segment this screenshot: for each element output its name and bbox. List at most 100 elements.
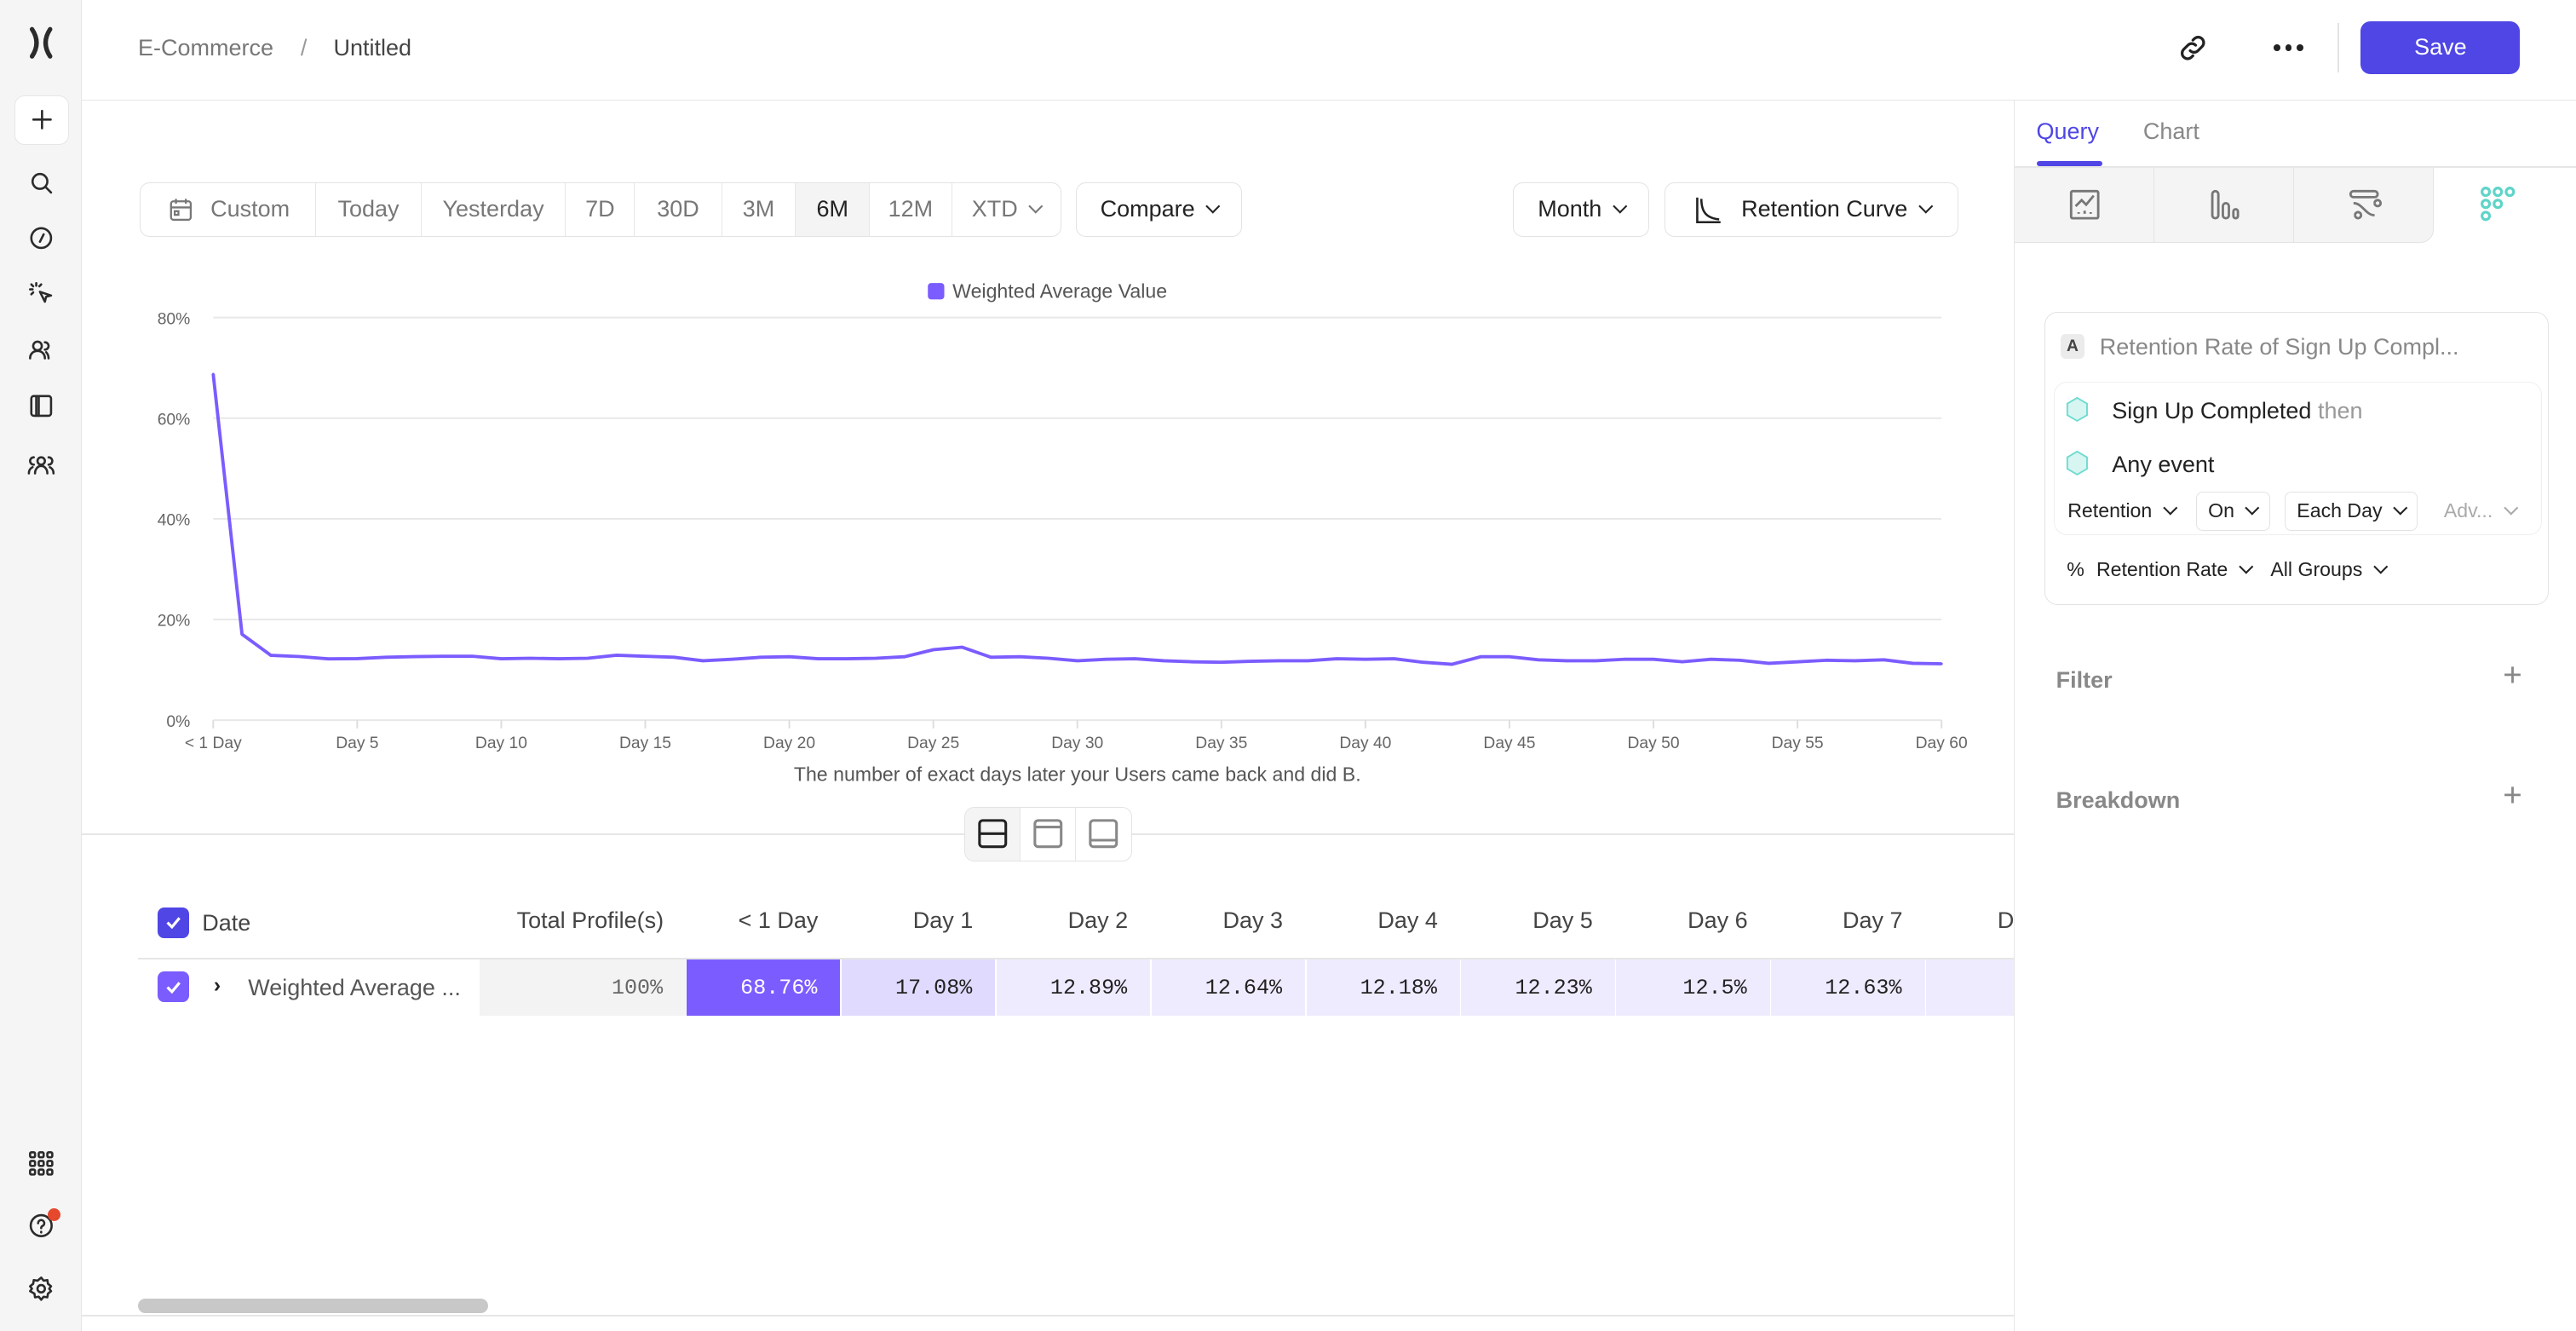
retention-cell: 68.76% xyxy=(687,959,842,1016)
chart-type-dropdown[interactable]: Retention Curve xyxy=(1664,182,1958,237)
range-xtd[interactable]: XTD xyxy=(952,183,1061,236)
plus-icon[interactable] xyxy=(14,95,69,145)
breadcrumb-project[interactable]: E-Commerce xyxy=(137,34,274,60)
layout-chart-icon[interactable] xyxy=(1021,807,1076,861)
users-icon[interactable] xyxy=(21,331,60,370)
range-6m[interactable]: 6M xyxy=(796,183,871,236)
insights-report-icon[interactable] xyxy=(2015,167,2155,244)
event-second[interactable]: Any event xyxy=(2112,452,2215,478)
groups-dropdown[interactable]: All Groups xyxy=(2259,550,2397,589)
metric-title[interactable]: Retention Rate of Sign Up Compl... xyxy=(2099,334,2459,360)
chevron-down-icon xyxy=(1918,199,1933,214)
event-first[interactable]: Sign Up Completed then xyxy=(2112,398,2362,424)
data-point xyxy=(932,648,935,651)
select-all-checkbox[interactable] xyxy=(158,907,189,939)
layout-table-icon[interactable] xyxy=(1076,808,1131,861)
on-dropdown[interactable]: On xyxy=(2195,491,2270,531)
logo[interactable] xyxy=(21,23,60,62)
data-point xyxy=(1912,661,1915,665)
settings-icon[interactable] xyxy=(21,1269,60,1308)
data-point xyxy=(1422,660,1425,664)
range-7d[interactable]: 7D xyxy=(566,183,635,236)
horizontal-scrollbar[interactable] xyxy=(138,1298,488,1313)
range-3m[interactable]: 3M xyxy=(722,183,796,236)
header-day-4[interactable]: Day 4 xyxy=(1377,907,1438,933)
data-point xyxy=(730,657,733,660)
data-point xyxy=(615,653,618,657)
header-day-1[interactable]: Day 1 xyxy=(912,907,974,933)
data-point xyxy=(1191,660,1194,663)
data-point xyxy=(1364,657,1367,660)
table-row: › Weighted Average ... 100% 68.76% 17.08%… xyxy=(138,959,2015,1016)
divider xyxy=(2337,23,2340,72)
compare-dropdown[interactable]: Compare xyxy=(1076,182,1242,237)
data-point xyxy=(586,656,589,660)
right-panel: Query Chart A Retention Rate of Sign Up … xyxy=(2014,100,2576,1331)
event-hexagon-icon xyxy=(2067,396,2089,422)
more-icon[interactable] xyxy=(2274,44,2303,55)
cursor-click-icon[interactable] xyxy=(21,274,60,314)
flows-report-icon[interactable] xyxy=(2294,167,2435,244)
retention-dropdown[interactable]: Retention xyxy=(2056,492,2187,531)
data-point xyxy=(1681,660,1684,663)
retention-cell: 12.23% xyxy=(1461,959,1616,1016)
header-total[interactable]: Total Profile(s) xyxy=(516,907,664,933)
y-tick-label: 60% xyxy=(158,411,191,429)
x-tick-label: Day 20 xyxy=(763,734,815,752)
header-day-0[interactable]: < 1 Day xyxy=(738,907,819,933)
data-point xyxy=(1393,657,1396,660)
compass-icon[interactable] xyxy=(21,219,60,258)
x-tick-label: Day 15 xyxy=(619,734,671,752)
help-icon[interactable] xyxy=(21,1207,61,1246)
header-day-2[interactable]: Day 2 xyxy=(1067,907,1129,933)
group-icon[interactable] xyxy=(21,446,60,485)
header-day-8[interactable]: Day 8 xyxy=(1997,907,2015,933)
range-custom[interactable]: Custom xyxy=(141,183,317,236)
events-box: Sign Up Completed then Any event Retenti… xyxy=(2053,382,2542,535)
data-point xyxy=(1249,660,1252,663)
header-day-6[interactable]: Day 6 xyxy=(1688,907,1748,933)
data-point xyxy=(702,659,705,662)
link-icon[interactable] xyxy=(2176,32,2210,65)
legend-swatch xyxy=(928,282,945,299)
book-icon[interactable] xyxy=(21,386,60,425)
expand-chevron-icon[interactable]: › xyxy=(213,972,221,997)
data-point xyxy=(442,654,446,658)
funnels-report-icon[interactable] xyxy=(2154,167,2295,244)
then-label: then xyxy=(2317,397,2363,424)
data-point xyxy=(1537,658,1540,661)
y-tick-label: 0% xyxy=(167,712,191,730)
range-yesterday[interactable]: Yesterday xyxy=(422,183,566,236)
retention-rate-dropdown[interactable]: Retention Rate xyxy=(2084,550,2262,589)
range-30d[interactable]: 30D xyxy=(635,183,722,236)
header-day-7[interactable]: Day 7 xyxy=(1842,907,1903,933)
search-icon[interactable] xyxy=(21,163,60,202)
tab-query[interactable]: Query xyxy=(2036,118,2100,144)
row-divider xyxy=(138,958,2015,960)
apps-icon[interactable] xyxy=(21,1144,60,1183)
tab-chart[interactable]: Chart xyxy=(2142,118,2199,144)
header-date[interactable]: Date xyxy=(202,910,251,936)
data-point xyxy=(1018,654,1022,658)
advanced-dropdown[interactable]: Adv... xyxy=(2432,492,2527,531)
data-point xyxy=(1652,657,1655,660)
add-filter-plus-icon[interactable]: + xyxy=(2503,657,2522,694)
chevron-down-icon xyxy=(1205,199,1221,214)
range-today[interactable]: Today xyxy=(316,183,422,236)
header-day-5[interactable]: Day 5 xyxy=(1532,907,1593,933)
range-12m[interactable]: 12M xyxy=(870,183,952,236)
save-button[interactable]: Save xyxy=(2360,21,2521,74)
row-checkbox[interactable] xyxy=(158,971,189,1003)
add-breakdown-plus-icon[interactable]: + xyxy=(2503,777,2522,815)
each-day-dropdown[interactable]: Each Day xyxy=(2284,491,2418,531)
header: E-Commerce / Untitled xyxy=(82,0,2576,101)
breadcrumb-title[interactable]: Untitled xyxy=(333,34,412,60)
data-point xyxy=(817,657,820,660)
data-point xyxy=(327,657,331,660)
data-point xyxy=(1307,659,1310,662)
interval-dropdown[interactable]: Month xyxy=(1513,182,1650,237)
layout-split-icon[interactable] xyxy=(965,807,1021,861)
retention-cell: 12.64% xyxy=(1151,959,1307,1016)
retention-report-icon[interactable] xyxy=(2480,186,2516,222)
header-day-3[interactable]: Day 3 xyxy=(1222,907,1284,933)
